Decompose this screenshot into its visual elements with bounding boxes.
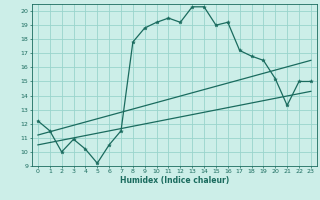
X-axis label: Humidex (Indice chaleur): Humidex (Indice chaleur) — [120, 176, 229, 185]
